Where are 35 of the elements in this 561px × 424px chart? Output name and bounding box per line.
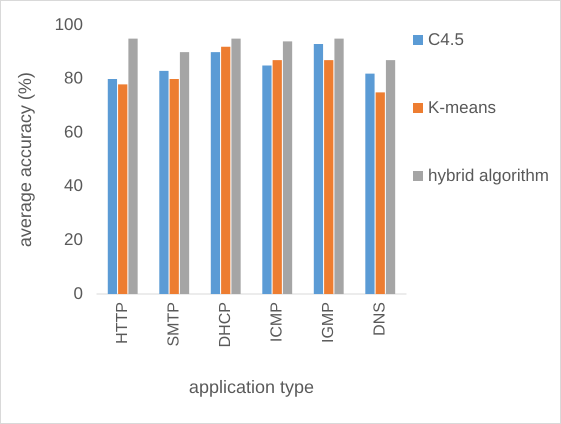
bar <box>118 84 128 294</box>
bar <box>221 46 230 294</box>
x-tick-label: IGMP <box>320 302 338 343</box>
bar <box>180 52 190 294</box>
y-tick-label: 0 <box>73 284 83 303</box>
bar <box>324 60 334 294</box>
bar <box>108 78 118 294</box>
bar <box>159 70 169 294</box>
legend-label: hybrid algorithm <box>428 165 549 187</box>
x-axis-title: application type <box>188 377 314 398</box>
y-tick-label: 100 <box>54 14 83 34</box>
y-axis-title: average accuracy (%) <box>14 72 35 248</box>
bar <box>272 60 282 294</box>
bar <box>170 78 179 294</box>
x-tick-label: SMTP <box>166 302 183 347</box>
y-tick-label: 60 <box>64 122 83 142</box>
bar <box>376 92 385 294</box>
bar <box>334 38 344 294</box>
x-tick-label: HTTP <box>114 302 132 344</box>
bar <box>262 66 272 294</box>
legend-label: C4.5 <box>428 29 464 51</box>
bar <box>314 44 324 294</box>
y-tick-label: 40 <box>64 176 83 196</box>
y-tick-label: 80 <box>64 68 83 88</box>
x-tick-label: DHCP <box>217 302 234 348</box>
x-tick-label: DNS <box>372 302 389 336</box>
legend-label: K-means <box>428 97 496 119</box>
x-tick-label: ICMP <box>268 302 286 342</box>
bar <box>210 52 220 294</box>
bar <box>386 60 396 294</box>
bar <box>282 41 292 294</box>
y-tick-label: 20 <box>64 230 83 249</box>
bar <box>365 74 375 294</box>
bar <box>231 38 241 294</box>
bar <box>128 38 138 294</box>
